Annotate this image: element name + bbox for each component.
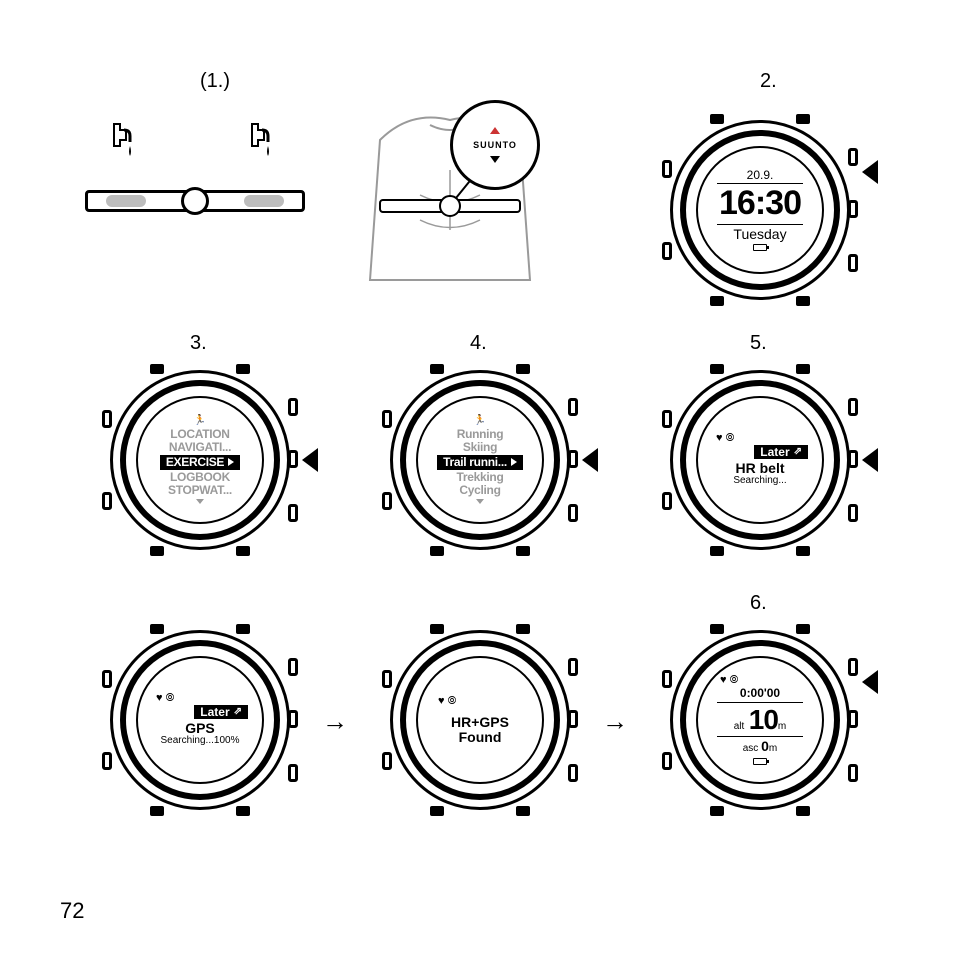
button-pointer-icon: [862, 670, 878, 694]
watch-found: ♥ ⦾ HR+GPSFound: [390, 630, 570, 810]
runner-icon: 🏃: [474, 416, 486, 427]
label-step-1: (1.): [200, 70, 230, 93]
tap-icon: [110, 122, 130, 160]
button-pointer-icon: [302, 448, 318, 472]
button-pointer-icon: [862, 160, 878, 184]
watch-gps-searching: ♥ ⦾ LaterGPSSearching...100%: [110, 630, 290, 810]
label-step-6: 6.: [750, 592, 767, 615]
menu-item: Skiing: [463, 441, 497, 454]
found-line1: HR+GPS: [451, 715, 509, 730]
page-number: 72: [60, 898, 84, 924]
label-step-5: 5.: [750, 332, 767, 355]
more-below-icon: [196, 497, 204, 504]
menu-item: LOGBOOK: [170, 471, 230, 484]
timer-text: 0:00'00: [740, 687, 780, 700]
gps-title: GPS: [185, 721, 215, 736]
menu-item-selected: EXERCISE: [160, 455, 240, 470]
heart-icon: ♥ ⦾: [720, 675, 738, 687]
altitude-row: alt 10m: [734, 705, 787, 734]
heart-icon: ♥ ⦾: [716, 433, 734, 445]
more-below-icon: [476, 497, 484, 504]
arrow-right-icon: →: [322, 706, 348, 737]
battery-icon: [753, 244, 767, 251]
watch-step-5: ♥ ⦾ LaterHR beltSearching...: [670, 370, 850, 550]
menu-item-selected: Trail runni...: [437, 455, 523, 470]
watch-step-6: ♥ ⦾0:00'00 alt 10m asc 0m: [670, 630, 850, 810]
label-step-4: 4.: [470, 332, 487, 355]
found-line2: Found: [459, 730, 502, 745]
heart-icon: ♥ ⦾: [156, 693, 174, 705]
later-tag: Later: [754, 445, 808, 460]
arrow-right-icon: →: [602, 706, 628, 737]
hr-belt-title: HR belt: [736, 461, 785, 476]
label-step-2: 2.: [760, 70, 777, 93]
tap-icon: [248, 122, 268, 160]
heart-icon: ♥ ⦾: [438, 696, 456, 708]
menu-item: Cycling: [459, 484, 500, 497]
menu-item: LOCATION: [170, 428, 229, 441]
sport-menu: RunningSkiingTrail runni...TrekkingCycli…: [437, 428, 523, 497]
hr-strap-wet-illustration: [85, 190, 305, 212]
runner-icon: 🏃: [194, 416, 206, 427]
hr-belt-status: Searching...: [733, 476, 786, 487]
up-triangle-icon: [490, 127, 500, 134]
watch-step-4: 🏃RunningSkiingTrail runni...TrekkingCycl…: [390, 370, 570, 550]
watch-step-3: 🏃LOCATIONNAVIGATI...EXERCISELOGBOOKSTOPW…: [110, 370, 290, 550]
button-pointer-icon: [862, 448, 878, 472]
menu-item: Running: [457, 428, 504, 441]
time-text: 16:30: [719, 186, 801, 222]
day-text: Tuesday: [733, 227, 786, 242]
ascent-row: asc 0m: [743, 739, 777, 755]
manual-page: (1.) 2. 3. 4. 5. 6. SUUNTO 20.9.: [0, 0, 954, 954]
menu-item: NAVIGATI...: [169, 441, 231, 454]
label-step-3: 3.: [190, 332, 207, 355]
menu-item: STOPWAT...: [168, 484, 232, 497]
watch-step-2: 20.9. 16:30 Tuesday: [670, 120, 850, 300]
date-text: 20.9.: [747, 169, 774, 182]
sensor-magnified: SUUNTO: [450, 100, 540, 190]
main-menu: LOCATIONNAVIGATI...EXERCISELOGBOOKSTOPWA…: [160, 428, 240, 497]
down-triangle-icon: [490, 156, 500, 163]
battery-icon: [753, 758, 767, 765]
gps-status: Searching...100%: [161, 736, 240, 747]
later-tag: Later: [194, 705, 248, 720]
button-pointer-icon: [582, 448, 598, 472]
menu-item: Trekking: [457, 471, 504, 484]
brand-label: SUUNTO: [473, 140, 517, 150]
